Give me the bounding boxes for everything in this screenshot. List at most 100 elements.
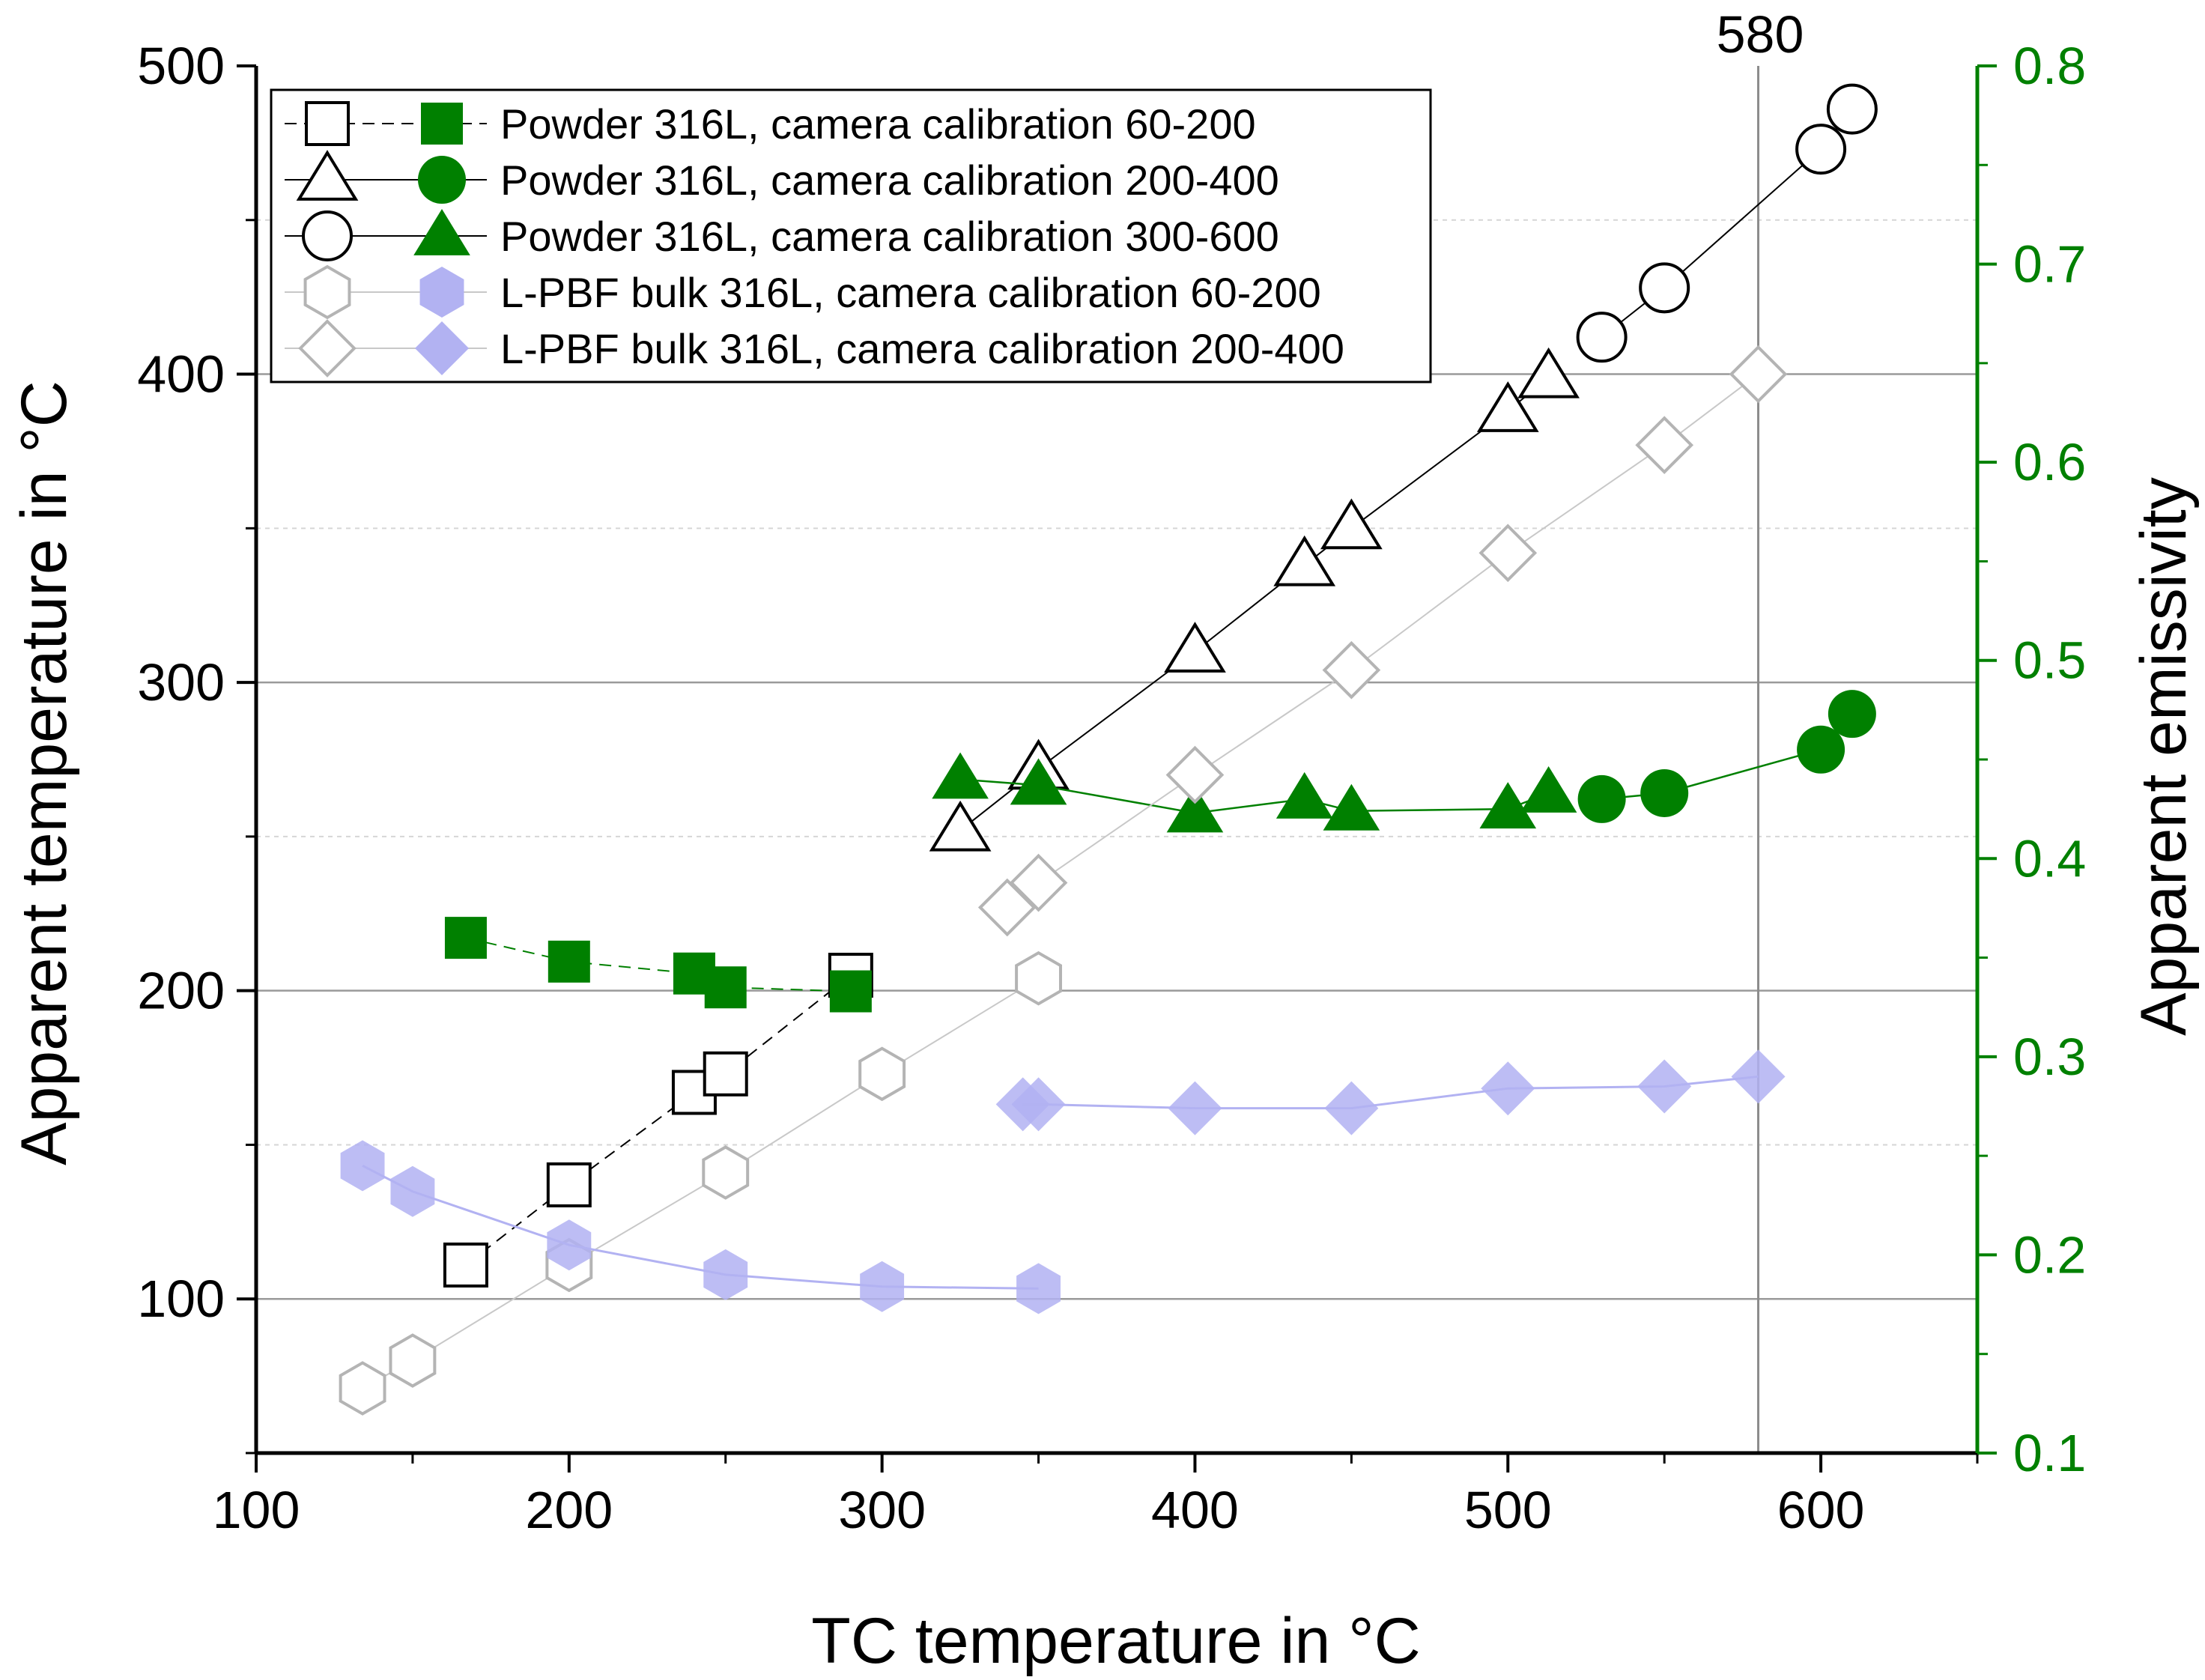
legend-sample	[285, 209, 487, 261]
left-tick-label: 400	[137, 345, 225, 404]
data-point	[546, 1162, 592, 1207]
data-point	[1828, 690, 1876, 739]
data-point	[1637, 1059, 1692, 1114]
data-point	[1015, 950, 1062, 1006]
left-tick-label: 300	[137, 653, 225, 712]
right-tick-label: 0.3	[2013, 1028, 2086, 1086]
legend-label: Powder 316L, camera calibration 200-400	[500, 157, 1279, 204]
x-tick-label: 100	[213, 1481, 300, 1539]
data-point	[1635, 416, 1694, 475]
right-axis-title: Apparent emissivity	[2128, 477, 2200, 1036]
series	[932, 752, 1577, 833]
series	[977, 345, 1788, 937]
left-axis-title: Apparent temperature in °C	[8, 380, 80, 1165]
data-point	[1795, 124, 1847, 175]
legend-sample	[285, 264, 487, 320]
series-layer	[339, 83, 1878, 1416]
legend-marker	[413, 209, 470, 255]
data-point	[860, 1261, 905, 1312]
data-point	[1479, 782, 1537, 829]
legend-marker	[419, 267, 464, 318]
data-point	[1016, 1263, 1061, 1314]
right-tick-label: 0.1	[2013, 1424, 2086, 1482]
data-point	[1576, 312, 1628, 363]
legend-sample	[285, 150, 487, 204]
data-point	[389, 1333, 437, 1388]
legend-marker	[305, 101, 350, 146]
data-point	[1010, 758, 1067, 805]
data-point	[703, 1051, 748, 1097]
data-point	[1011, 1077, 1066, 1132]
data-point	[703, 1249, 748, 1300]
legend-sample	[285, 319, 487, 377]
x-tick-label: 600	[1777, 1481, 1865, 1539]
data-point	[1323, 783, 1380, 831]
data-point	[1168, 1081, 1222, 1135]
data-point	[1517, 347, 1580, 398]
data-point	[1729, 345, 1788, 404]
data-point	[1009, 853, 1068, 912]
data-point	[1276, 771, 1333, 819]
data-point	[1797, 725, 1845, 774]
x-tick-label: 300	[838, 1481, 926, 1539]
right-tick-label: 0.2	[2013, 1225, 2086, 1284]
ticks: 100 200 300 400 500 600 100 200 300 400 500 0.1 0.2 0…	[137, 37, 2086, 1539]
legend-marker	[298, 319, 357, 377]
left-tick-label: 200	[137, 962, 225, 1020]
legend-label: L-PBF bulk 316L, camera calibration 60-2…	[500, 269, 1321, 316]
data-point	[390, 1165, 435, 1217]
left-tick-label: 500	[137, 37, 225, 95]
series	[339, 950, 1062, 1416]
legend: Powder 316L, camera calibration 60-200 P…	[270, 88, 1432, 383]
data-point	[1731, 1049, 1786, 1104]
series-line	[362, 977, 1040, 1389]
reference-line-label: 580	[1717, 5, 1804, 64]
x-tick-label: 400	[1151, 1481, 1239, 1539]
data-point	[1520, 765, 1577, 813]
x-tick-label: 500	[1464, 1481, 1552, 1539]
data-point	[1165, 745, 1225, 804]
legend-label: Powder 316L, camera calibration 60-200	[500, 100, 1256, 148]
data-point	[340, 1140, 385, 1192]
legend-label: L-PBF bulk 316L, camera calibration 200-…	[500, 325, 1344, 372]
series	[1577, 690, 1876, 823]
data-point	[929, 800, 992, 852]
x-tick-label: 200	[525, 1481, 613, 1539]
data-point	[1273, 535, 1336, 586]
series	[444, 917, 872, 1013]
data-point	[1577, 774, 1626, 823]
data-point	[1324, 1081, 1379, 1135]
data-point	[858, 1046, 906, 1102]
data-point	[1826, 83, 1878, 135]
series	[1576, 83, 1878, 363]
right-tick-label: 0.5	[2013, 631, 2086, 690]
data-point	[339, 1361, 386, 1416]
series-line	[465, 937, 851, 992]
data-point	[1640, 768, 1689, 817]
data-point	[548, 940, 590, 983]
right-tick-label: 0.6	[2013, 433, 2086, 491]
data-point	[1320, 498, 1383, 550]
legend-marker	[421, 103, 463, 145]
data-point	[1476, 381, 1539, 432]
legend-label: Powder 316L, camera calibration 300-600	[500, 213, 1279, 260]
data-point	[704, 966, 747, 1009]
data-point	[829, 970, 872, 1013]
legend-marker	[418, 156, 466, 204]
data-point	[1164, 622, 1226, 673]
data-point	[443, 1242, 488, 1288]
series	[995, 1049, 1786, 1135]
data-point	[547, 1219, 592, 1271]
x-axis-title: TC temperature in °C	[811, 1605, 1420, 1677]
legend-sample	[285, 101, 487, 146]
legend-marker	[303, 264, 351, 320]
right-tick-label: 0.8	[2013, 37, 2086, 95]
legend-marker	[415, 321, 469, 375]
data-point	[1481, 1061, 1535, 1116]
data-point	[1639, 262, 1690, 314]
data-point	[1322, 640, 1381, 700]
right-tick-label: 0.7	[2013, 235, 2086, 294]
data-point	[702, 1145, 750, 1200]
data-point	[932, 752, 989, 799]
